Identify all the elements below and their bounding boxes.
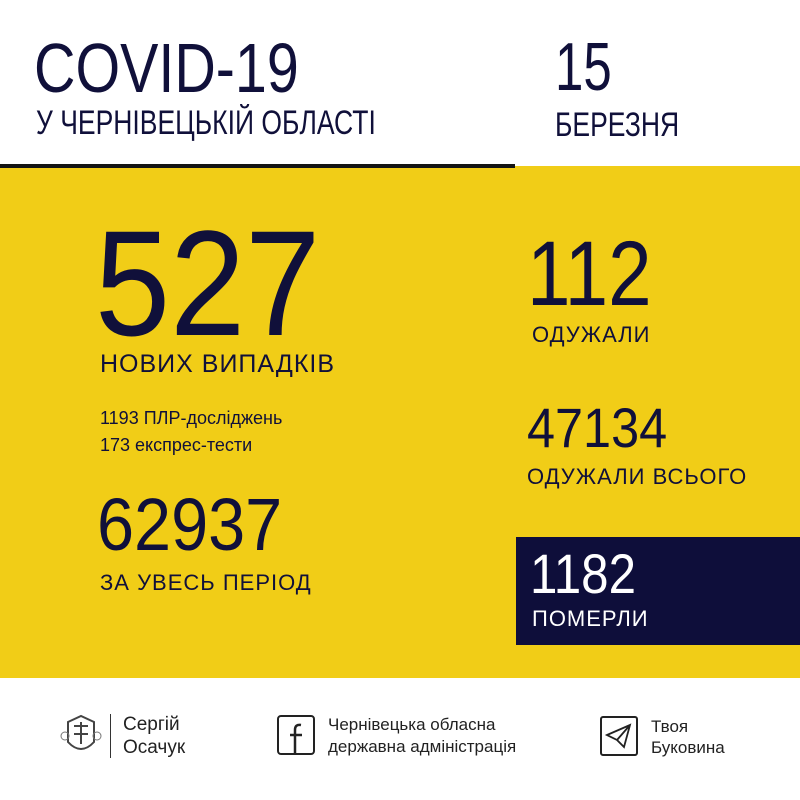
person-name: Сергій Осачук: [123, 713, 185, 759]
recovered-label: ОДУЖАЛИ: [532, 322, 651, 347]
new-cases-label: НОВИХ ВИПАДКІВ: [100, 350, 335, 378]
deaths-panel: [516, 537, 800, 645]
telegram-line-2: Буковина: [651, 738, 725, 757]
recovered-total-label: ОДУЖАЛИ ВСЬОГО: [527, 464, 748, 489]
deaths-label: ПОМЕРЛИ: [532, 606, 649, 631]
date-month: БЕРЕЗНЯ: [555, 106, 680, 144]
pcr-tests: 1193 ПЛР-досліджень: [100, 408, 283, 428]
person-first-name: Сергій: [123, 714, 180, 735]
facebook-line-2: державна адміністрація: [328, 737, 517, 756]
facebook-icon[interactable]: [277, 715, 315, 755]
footer-divider: [110, 714, 111, 758]
telegram-icon[interactable]: [600, 716, 638, 756]
facebook-line-1: Чернівецька обласна: [328, 715, 496, 734]
total-label: ЗА УВЕСЬ ПЕРІОД: [100, 570, 312, 595]
date-day: 15: [555, 29, 612, 105]
recovered-total-value: 47134: [527, 396, 668, 459]
person-last-name: Осачук: [123, 737, 186, 758]
deaths-value: 1182: [530, 542, 636, 605]
total-value: 62937: [97, 483, 283, 566]
page-title: COVID-19: [34, 29, 299, 107]
coat-of-arms-icon: [60, 714, 102, 750]
page-subtitle: У ЧЕРНІВЕЦЬКІЙ ОБЛАСТІ: [36, 104, 376, 142]
facebook-link[interactable]: Чернівецька обласна державна адміністрац…: [328, 714, 516, 758]
telegram-line-1: Твоя: [651, 717, 689, 736]
new-cases-value: 527: [95, 199, 321, 367]
telegram-link[interactable]: Твоя Буковина: [651, 716, 725, 758]
header-divider: [0, 164, 515, 168]
recovered-value: 112: [527, 223, 652, 325]
express-tests: 173 експрес-тести: [100, 435, 253, 455]
